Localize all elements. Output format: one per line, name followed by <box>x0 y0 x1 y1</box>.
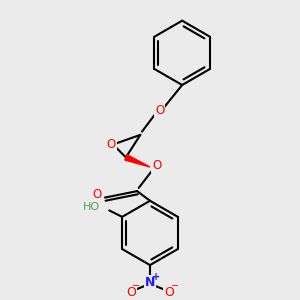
Text: O: O <box>126 286 136 299</box>
Text: N: N <box>145 276 155 289</box>
Text: −: − <box>171 281 179 291</box>
Text: O: O <box>107 138 116 151</box>
Text: +: + <box>152 272 160 282</box>
Text: O: O <box>164 286 174 299</box>
Text: HO: HO <box>82 202 100 212</box>
Polygon shape <box>125 155 150 167</box>
Text: −: − <box>132 281 141 291</box>
Text: O: O <box>92 188 102 201</box>
Text: O: O <box>152 159 162 172</box>
Text: O: O <box>155 104 164 117</box>
